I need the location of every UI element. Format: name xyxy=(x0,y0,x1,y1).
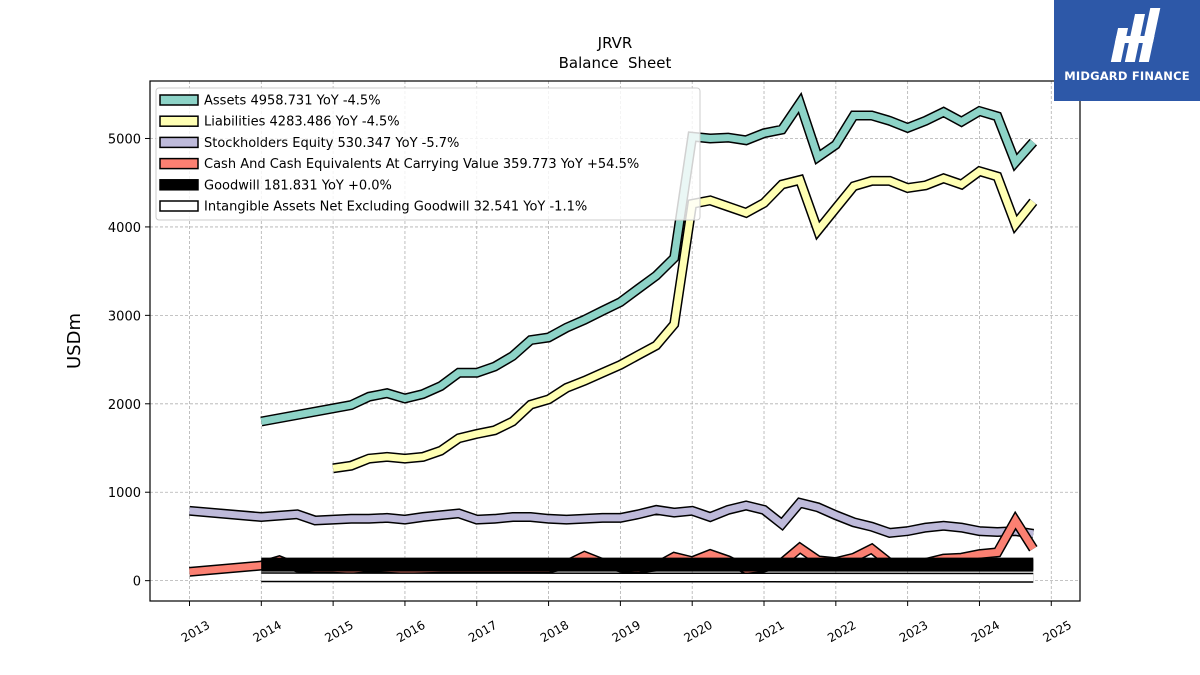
x-tick-label-10: 2023 xyxy=(897,618,930,645)
y-tick-label-4: 4000 xyxy=(108,221,141,236)
x-tick-label-1: 2014 xyxy=(251,618,284,645)
legend-box xyxy=(155,87,701,221)
x-tick-label-7: 2020 xyxy=(681,618,714,645)
x-tick-label-5: 2018 xyxy=(538,618,571,645)
legend-label-4: Goodwill 181.831 YoY +0.0% xyxy=(204,178,392,193)
legend-label-2: Stockholders Equity 530.347 YoY -5.7% xyxy=(204,136,459,151)
chart-title: JRVR xyxy=(597,34,633,52)
y-tick-label-1: 1000 xyxy=(108,486,141,501)
legend-swatch-5 xyxy=(159,200,199,212)
x-tick-label-9: 2022 xyxy=(825,618,858,645)
x-tick-label-8: 2021 xyxy=(753,618,786,645)
series-2 xyxy=(189,497,1035,539)
y-tick-label-0: 0 xyxy=(133,575,141,590)
x-tick-label-12: 2025 xyxy=(1041,618,1074,645)
plot-frame xyxy=(149,80,1081,602)
series-5 xyxy=(261,572,1034,583)
legend-swatch-1 xyxy=(159,115,199,127)
logo-mark-icon xyxy=(1110,8,1161,62)
legend-label-0: Assets 4958.731 YoY -4.5% xyxy=(204,94,381,109)
y-tick-label-2: 2000 xyxy=(108,398,141,413)
x-tick-label-11: 2024 xyxy=(969,618,1002,645)
logo-text: MIDGARD FINANCE xyxy=(1064,69,1190,83)
series-line-5 xyxy=(261,573,1034,582)
series-line-2 xyxy=(189,498,1034,538)
chart-subtitle: Balance Sheet xyxy=(559,54,672,72)
x-tick-label-2: 2015 xyxy=(322,618,355,645)
y-axis-ticks: 0 1000 2000 3000 4000 5000 xyxy=(108,132,150,590)
series-line-1 xyxy=(332,167,1037,472)
legend-label-5: Intangible Assets Net Excluding Goodwill… xyxy=(204,200,587,215)
y-axis-label: USDm xyxy=(64,313,85,369)
midgard-finance-logo: MIDGARD FINANCE xyxy=(1054,0,1200,101)
legend-swatch-4 xyxy=(159,179,199,191)
x-tick-label-3: 2016 xyxy=(394,618,427,645)
series-1 xyxy=(332,165,1038,474)
y-tick-label-3: 3000 xyxy=(108,309,141,324)
legend: Assets 4958.731 YoY -4.5% Liabilities 428… xyxy=(155,87,701,221)
x-tick-label-0: 2013 xyxy=(179,618,212,645)
legend-swatch-0 xyxy=(159,94,199,106)
x-tick-label-6: 2019 xyxy=(610,618,643,645)
legend-swatch-3 xyxy=(159,157,199,170)
x-tick-label-4: 2017 xyxy=(466,618,499,645)
legend-label-1: Liabilities 4283.486 YoY -4.5% xyxy=(204,115,400,130)
x-axis-ticks: 2013 2014 2015 2016 2017 2018 2019 2020 2021 2022… xyxy=(179,601,1074,645)
legend-label-3: Cash And Cash Equivalents At Carrying Va… xyxy=(204,157,639,172)
series-lines xyxy=(189,91,1038,583)
y-tick-label-5: 5000 xyxy=(108,132,141,147)
legend-swatch-2 xyxy=(159,136,199,149)
